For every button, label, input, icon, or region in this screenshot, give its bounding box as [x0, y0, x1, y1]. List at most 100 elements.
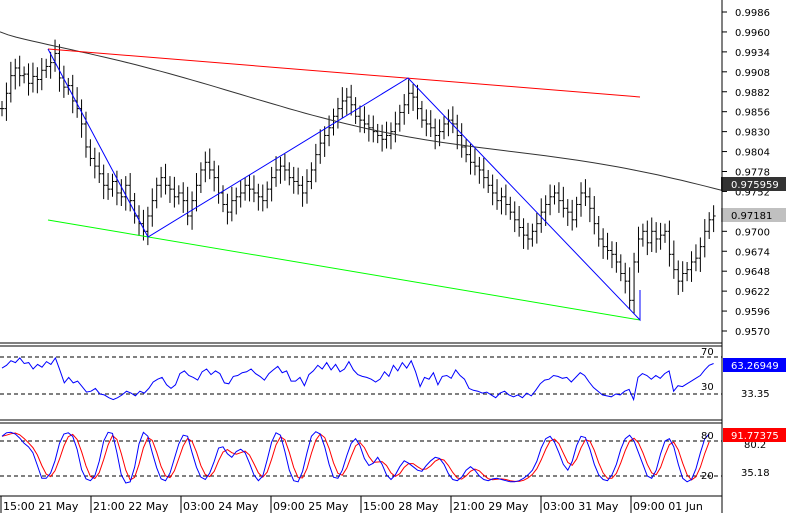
price-bar	[57, 44, 62, 92]
time-axis: 15:00 21 May 21:00 22 May 03:00 24 May 09:0…	[0, 496, 703, 513]
price-bar	[159, 166, 164, 198]
price-bar	[207, 148, 212, 180]
price-bar	[97, 152, 102, 184]
rsi-level-label: 33.35	[741, 389, 770, 400]
price-bar	[163, 163, 168, 195]
price-tick-label: 0.9934	[735, 48, 770, 59]
price-bar	[525, 222, 530, 250]
price-bar	[287, 162, 292, 186]
price-bar	[618, 254, 623, 282]
price-bar	[238, 180, 243, 208]
price-bar	[167, 176, 172, 203]
price-bar	[411, 84, 416, 111]
price-bar	[247, 174, 252, 202]
price-bar	[614, 242, 619, 273]
price-tick-label: 0.9674	[735, 247, 770, 258]
price-bar	[172, 176, 177, 208]
stochastic-main-line	[1, 431, 710, 484]
price-bar	[548, 184, 553, 216]
price-bar	[371, 115, 376, 143]
price-tick-label: 0.9986	[735, 8, 770, 19]
stoch-tick-20: 20	[701, 471, 714, 482]
price-bar	[702, 219, 707, 258]
price-bar	[265, 181, 270, 209]
price-bar	[685, 261, 690, 282]
price-tick-label: 0.9778	[735, 168, 770, 179]
price-bar	[552, 185, 557, 205]
price-bar	[274, 156, 279, 187]
price-bar	[30, 62, 35, 93]
price-tick-label: 0.9908	[735, 68, 770, 79]
price-bar	[570, 199, 575, 231]
price-bar	[419, 100, 424, 128]
price-bar	[358, 105, 363, 133]
price-bar	[154, 177, 159, 209]
price-bar	[574, 196, 579, 228]
price-bar	[442, 116, 446, 140]
price-bar	[13, 58, 18, 90]
price-bar	[393, 111, 398, 143]
price-bar	[4, 82, 9, 121]
price-bar	[256, 183, 261, 211]
price-bar	[654, 222, 659, 253]
price-bar	[39, 58, 44, 91]
price-tick-label: 0.9752	[735, 187, 770, 198]
price-bar	[70, 74, 75, 114]
zigzag-line	[47, 48, 641, 322]
price-bar	[185, 186, 190, 226]
price-bar	[521, 218, 526, 249]
time-tick-label: 21:00 29 May	[453, 500, 529, 513]
time-tick-label: 15:00 28 May	[363, 500, 439, 513]
stoch-level-label-upper: 80.2	[744, 440, 766, 451]
price-bar	[8, 61, 13, 103]
price-bar	[349, 84, 354, 116]
price-bar	[110, 173, 115, 197]
price-bar	[119, 179, 124, 207]
price-tick-label: 0.9882	[735, 88, 770, 99]
price-bar	[380, 124, 385, 152]
price-bar	[667, 220, 672, 267]
price-bar	[335, 97, 340, 129]
price-bar	[539, 198, 544, 233]
price-bar	[406, 79, 411, 114]
moving-average-line	[0, 31, 723, 191]
price-bar	[384, 121, 389, 149]
price-bar	[601, 228, 606, 259]
stochastic-signal-line	[1, 432, 710, 482]
support-line	[47, 219, 641, 321]
ma-value-box: 0.975959	[721, 177, 786, 191]
price-bar	[693, 244, 698, 272]
price-bar	[415, 84, 420, 120]
price-bar	[35, 67, 40, 94]
price-bar	[282, 153, 287, 181]
price-tick-label: 0.9596	[735, 307, 770, 318]
price-bar	[530, 223, 535, 247]
price-bar	[17, 55, 22, 87]
price-bar	[291, 166, 296, 194]
price-bar	[366, 114, 371, 142]
price-value-box: 0.97181	[721, 208, 786, 222]
price-bar	[671, 240, 676, 279]
price-bar	[579, 182, 584, 217]
price-bar	[632, 252, 637, 315]
price-bar	[517, 206, 522, 237]
price-bar	[649, 217, 654, 253]
price-bar	[605, 232, 610, 260]
price-bar	[627, 267, 632, 310]
price-bar	[340, 87, 345, 118]
price-bar	[512, 201, 517, 233]
price-bar	[92, 147, 97, 179]
price-bar	[490, 174, 495, 206]
stoch-value-label: 91.77375	[731, 431, 779, 442]
stochastic-panel: 80 20 80.2 35.18 91.77375	[0, 428, 786, 484]
time-tick-label: 03:00 24 May	[183, 500, 259, 513]
price-bar	[150, 188, 155, 227]
price-tick-label: 0.9830	[735, 128, 770, 139]
rsi-value-label: 63.26949	[731, 361, 779, 372]
rsi-value-box: 63.26949	[723, 358, 786, 372]
price-bar	[225, 193, 230, 225]
price-bar	[455, 114, 460, 150]
time-tick-label: 09:00 25 May	[273, 500, 349, 513]
time-tick-label: 03:00 31 May	[543, 500, 619, 513]
